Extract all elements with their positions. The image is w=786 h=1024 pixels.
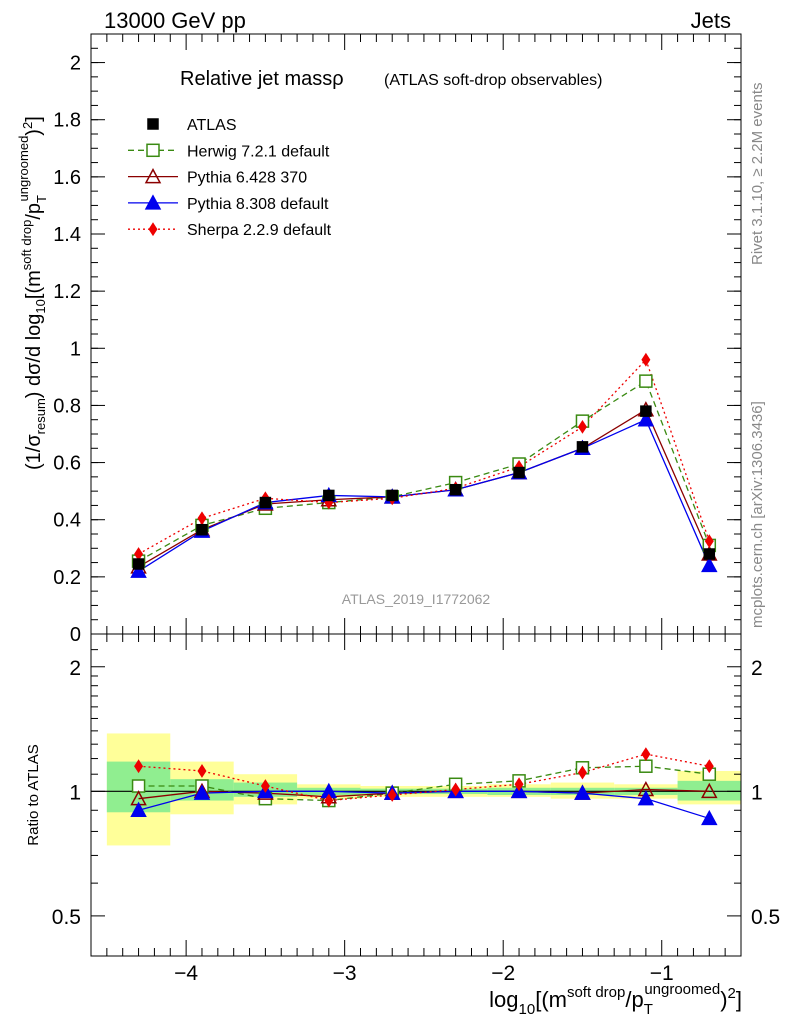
ratio-series-lines bbox=[138, 753, 710, 820]
ratio-point-sherpa bbox=[577, 765, 587, 780]
x-tick-label: −4 bbox=[174, 962, 198, 985]
point-sherpa bbox=[577, 419, 587, 434]
main-y-ticks: 0 0.2 0.4 0.6 0.8 1 1.2 1.4 1.6 1.8 2 bbox=[53, 33, 741, 646]
main-panel: 0 0.2 0.4 0.6 0.8 1 1.2 1.4 1.6 1.8 2 Relative jet… bbox=[53, 33, 742, 646]
main-y-tick-label: 0.6 bbox=[53, 453, 81, 475]
point-atlas bbox=[132, 558, 145, 570]
ratio-point-sherpa bbox=[451, 782, 461, 797]
main-title: Relative jet massρ bbox=[180, 68, 344, 90]
point-sherpa bbox=[641, 352, 651, 367]
ratio-y-tick-label-right: 1 bbox=[751, 781, 763, 804]
ratio-line-py8 bbox=[138, 790, 710, 820]
series-line-herwig bbox=[138, 380, 710, 562]
ratio-point-py6 bbox=[701, 782, 718, 799]
series-line-py6 bbox=[138, 408, 710, 568]
ratio-line-sherpa bbox=[138, 753, 710, 802]
x-axis-label: log10[(msoft drop/pTungroomed)2] bbox=[489, 981, 742, 1018]
point-py8 bbox=[637, 411, 655, 427]
point-py8 bbox=[130, 562, 147, 578]
x-tick-label: −2 bbox=[491, 962, 515, 985]
point-atlas bbox=[513, 466, 525, 479]
ratio-frame bbox=[90, 633, 742, 957]
x-tick-label: −1 bbox=[650, 962, 674, 985]
header-right: Jets bbox=[691, 8, 731, 33]
legend-label-atlas: ATLAS bbox=[187, 117, 237, 134]
legend-label-herwig: Herwig 7.2.1 default bbox=[187, 143, 330, 160]
ratio-point-sherpa bbox=[514, 777, 524, 792]
ratio-y-axis-label: Ratio to ATLAS bbox=[25, 744, 42, 845]
main-y-tick-label: 0.4 bbox=[53, 510, 81, 532]
x-tick-labels: −4 −3 −2 −1 bbox=[174, 962, 674, 985]
main-y-tick-label: 1 bbox=[70, 338, 81, 360]
ratio-y-tick-label-left: 0.5 bbox=[52, 906, 81, 929]
ratio-y-tick-label-right: 0.5 bbox=[751, 906, 780, 929]
legend-label-py6: Pythia 6.428 370 bbox=[187, 170, 307, 187]
main-y-tick-label: 1.2 bbox=[53, 281, 81, 303]
ratio-point-py8 bbox=[193, 784, 211, 800]
ratio-point-sherpa bbox=[134, 759, 144, 774]
ratio-point-py8 bbox=[637, 790, 655, 806]
point-atlas bbox=[386, 489, 398, 502]
main-series-lines bbox=[138, 358, 710, 572]
point-atlas bbox=[703, 548, 716, 560]
ratio-y-tick-label-left: 1 bbox=[69, 781, 81, 804]
main-subtitle: (ATLAS soft-drop observables) bbox=[384, 72, 602, 89]
main-series-markers bbox=[130, 352, 718, 578]
legend-marker-atlas bbox=[147, 118, 159, 130]
legend-label-py8: Pythia 8.308 default bbox=[187, 196, 329, 213]
ratio-point-py8 bbox=[574, 784, 591, 800]
analysis-watermark: ATLAS_2019_I1772062 bbox=[342, 591, 491, 607]
ratio-point-sherpa bbox=[260, 779, 270, 793]
point-py8 bbox=[701, 556, 718, 573]
ratio-point-herwig bbox=[639, 759, 653, 773]
point-atlas bbox=[576, 441, 589, 453]
point-atlas bbox=[323, 489, 335, 502]
series-line-py8 bbox=[138, 418, 710, 572]
legend-label-sherpa: Sherpa 2.2.9 default bbox=[187, 222, 332, 239]
ratio-y-tick-label-left: 2 bbox=[69, 657, 81, 680]
legend-marker-herwig bbox=[146, 143, 160, 158]
main-y-tick-label: 0.2 bbox=[53, 567, 81, 589]
main-y-tick-label: 1.8 bbox=[53, 110, 81, 132]
header-left: 13000 GeV pp bbox=[104, 8, 246, 33]
legend-marker-py8 bbox=[144, 194, 162, 210]
mcplots-label: mcplots.cern.ch [arXiv:1306.3436] bbox=[749, 401, 766, 628]
main-y-tick-label: 2 bbox=[70, 53, 81, 75]
ratio-point-py8 bbox=[130, 801, 147, 818]
point-atlas bbox=[196, 523, 208, 536]
ratio-point-sherpa bbox=[197, 764, 207, 778]
point-herwig bbox=[639, 374, 653, 388]
main-x-ticks bbox=[106, 34, 742, 634]
ratio-x-ticks bbox=[106, 634, 742, 956]
legend-marker-sherpa bbox=[148, 222, 158, 237]
rivet-label: Rivet 3.1.10, ≥ 2.2M events bbox=[749, 83, 766, 266]
point-atlas bbox=[259, 496, 272, 509]
legend-marker-py6 bbox=[144, 168, 162, 184]
ratio-point-sherpa bbox=[387, 788, 397, 802]
ratio-panel: 0.5 0.5 1 1 2 2 bbox=[52, 633, 780, 957]
series-line-sherpa bbox=[138, 358, 710, 555]
main-y-axis-label: (1/σresum) dσ/d log10[(msoft drop/pTungr… bbox=[16, 116, 49, 470]
x-tick-label: −3 bbox=[333, 962, 357, 985]
point-atlas bbox=[640, 405, 652, 417]
ratio-point-sherpa bbox=[704, 759, 714, 774]
ratio-y-tick-label-right: 2 bbox=[751, 657, 763, 680]
legend: ATLAS Herwig 7.2.1 default Pythia 6.428 37… bbox=[128, 117, 332, 239]
ratio-point-py8 bbox=[701, 809, 718, 826]
main-y-tick-label: 1.4 bbox=[53, 224, 81, 246]
point-atlas bbox=[449, 483, 462, 496]
ratio-point-sherpa bbox=[324, 793, 334, 808]
main-y-tick-label: 0.8 bbox=[53, 395, 81, 417]
ratio-point-sherpa bbox=[641, 747, 651, 762]
main-y-tick-label: 0 bbox=[70, 624, 81, 646]
point-sherpa bbox=[704, 534, 714, 549]
ratio-series-markers bbox=[130, 747, 718, 826]
main-y-tick-label: 1.6 bbox=[53, 167, 81, 189]
